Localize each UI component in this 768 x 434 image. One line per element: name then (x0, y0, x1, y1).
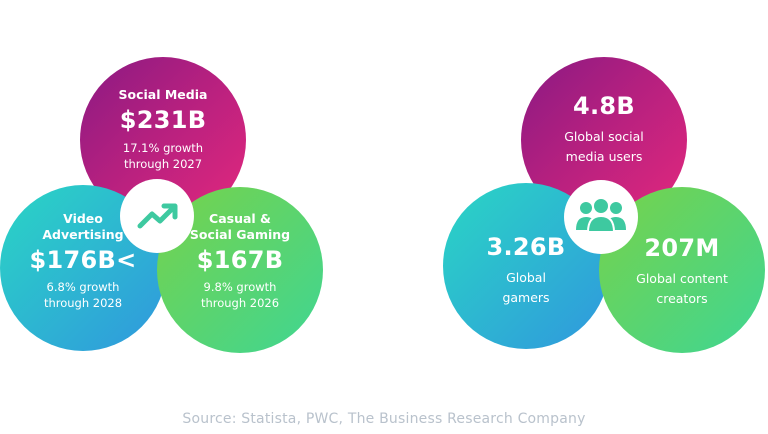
casual-gaming-circle: Casual & Social Gaming $167B 9.8% growth… (157, 187, 323, 353)
video-advertising-label-line2: Advertising (42, 227, 124, 242)
creators-line2: creators (656, 291, 708, 306)
casual-gaming-label-line1: Casual & (209, 211, 271, 226)
creators-circle: 207M Global content creators (599, 187, 765, 353)
creators-line1: Global content (636, 271, 728, 286)
source-caption: Source: Statista, PWC, The Business Rese… (182, 411, 586, 427)
social-media-growth: 17.1% growth (122, 141, 204, 155)
social-users-line2: media users (565, 149, 643, 164)
users-group-icon (576, 197, 626, 233)
right-hub (564, 180, 638, 254)
video-advertising-growth: 6.8% growth (46, 280, 120, 294)
casual-gaming-label-line2: Social Gaming (189, 227, 291, 242)
trending-up-icon (137, 203, 178, 229)
creators-value: 207M (644, 234, 720, 262)
casual-gaming-growth: 9.8% growth (203, 280, 277, 294)
social-users-line1: Global social (564, 129, 644, 144)
gamers-line2: gamers (502, 290, 550, 305)
social-media-period: through 2027 (123, 157, 203, 171)
casual-gaming-period: through 2026 (200, 296, 280, 310)
social-users-value: 4.8B (572, 92, 635, 120)
casual-gaming-value: $167B (196, 246, 284, 274)
left-hub (120, 179, 194, 253)
video-advertising-label-line1: Video (63, 211, 103, 226)
video-advertising-value: $176B< (29, 246, 137, 274)
gamers-line1: Global (506, 270, 546, 285)
video-advertising-period: through 2028 (43, 296, 123, 310)
social-media-label: Social Media (118, 87, 208, 102)
social-media-value: $231B (119, 106, 207, 134)
gamers-value: 3.26B (486, 233, 566, 261)
